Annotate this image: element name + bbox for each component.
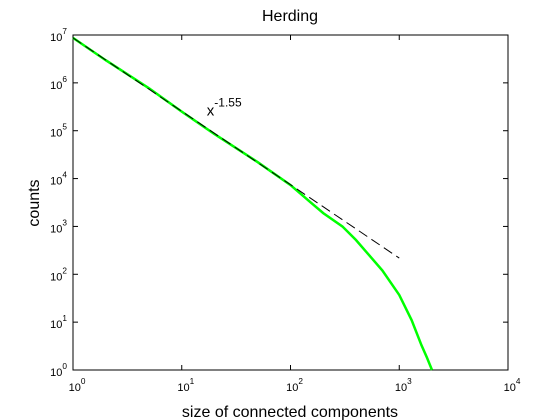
y-tick-label-base: 10 [50,32,62,44]
x-tick-label: 104 [504,377,521,394]
x-tick-label: 103 [395,377,412,394]
y-tick-label: 104 [50,171,67,188]
y-tick-label-exponent: 1 [62,314,67,323]
annotation: x-1.55 [207,96,242,120]
plot-frame [72,34,509,371]
x-tick-label-base: 10 [504,382,516,394]
annotation-base: x [207,103,215,120]
y-tick-label-base: 10 [50,271,62,283]
x-tick-label-base: 10 [69,382,81,394]
y-tick-label: 103 [50,219,67,236]
y-tick-label-exponent: 3 [62,219,67,228]
chart-title: Herding [262,8,318,25]
y-tick-label-exponent: 4 [62,171,67,180]
y-tick-label: 100 [50,362,67,379]
annotation-exponent: -1.55 [214,96,242,110]
y-tick-label: 106 [50,75,67,92]
y-tick-label: 102 [50,266,67,283]
fit-line [72,37,400,259]
x-tick-label-exponent: 0 [81,377,86,386]
y-tick-label: 101 [50,314,67,331]
y-tick-label-base: 10 [50,223,62,235]
y-tick-label-exponent: 7 [62,27,67,36]
data-line [72,36,434,371]
x-tick-label-exponent: 1 [190,377,195,386]
x-tick-label-exponent: 4 [516,377,521,386]
y-tick-label-exponent: 2 [62,266,67,275]
y-tick-label-exponent: 0 [62,362,67,371]
y-tick-label-base: 10 [50,367,62,379]
y-tick-label: 105 [50,123,67,140]
x-axis-label: size of connected components [182,404,398,420]
x-tick-label-base: 10 [286,382,298,394]
y-tick-label-base: 10 [50,319,62,331]
x-tick-label: 101 [177,377,194,394]
x-tick-label-base: 10 [395,382,407,394]
x-tick-label-base: 10 [177,382,189,394]
y-tick-label-base: 10 [50,80,62,92]
y-tick-label-exponent: 6 [62,75,67,84]
x-tick-label-exponent: 2 [298,377,303,386]
y-axis-label: counts [26,179,43,226]
y-tick-label-base: 10 [50,128,62,140]
y-tick-label-exponent: 5 [62,123,67,132]
x-tick-label: 100 [69,377,86,394]
x-tick-label-exponent: 3 [407,377,412,386]
x-tick-label: 102 [286,377,303,394]
y-tick-label: 107 [50,27,67,44]
y-tick-label-base: 10 [50,175,62,187]
